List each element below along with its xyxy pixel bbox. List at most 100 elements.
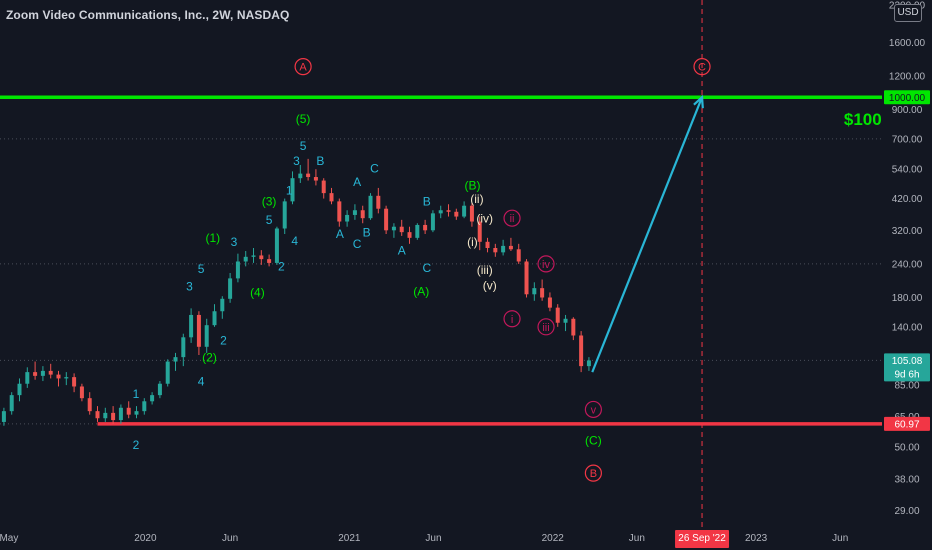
candle-body: [540, 288, 545, 298]
candle-body: [423, 224, 428, 231]
wave-label: 1: [133, 387, 140, 401]
time-tick-label: 2022: [542, 533, 565, 544]
candle-body: [196, 314, 201, 347]
candle-body: [462, 205, 467, 217]
projection-arrowhead: [693, 94, 704, 109]
candle-body: [508, 245, 513, 250]
wave-label: (ii): [470, 192, 483, 206]
candle-body: [579, 335, 584, 367]
candle-body: [267, 259, 272, 263]
candle-body: [64, 377, 69, 379]
wave-label: B: [590, 468, 597, 480]
wave-label: B: [423, 195, 431, 209]
wave-label-circle: [584, 400, 602, 419]
candle-body: [501, 245, 506, 253]
candle-body: [72, 377, 77, 387]
wave-label-circle: [503, 310, 521, 328]
price-tick-label: 29.00: [894, 506, 919, 517]
candle-body: [95, 411, 100, 419]
price-tick-label: 1600.00: [889, 38, 926, 49]
candle-body: [9, 395, 14, 412]
wave-label-circle: [503, 209, 521, 227]
wave-label: (iv): [476, 211, 493, 225]
candle-body: [126, 407, 131, 415]
candle-body: [274, 228, 279, 263]
candle-body: [563, 318, 568, 323]
level-lines: [0, 0, 882, 528]
wave-label-circle: [537, 318, 555, 336]
candle-body: [165, 361, 170, 384]
candle-body: [516, 249, 521, 262]
symbol-title[interactable]: Zoom Video Communications, Inc., 2W, NAS…: [6, 8, 290, 22]
candle-body: [477, 221, 482, 242]
wave-label: B: [363, 225, 371, 239]
time-tick-label: 2021: [338, 533, 361, 544]
candle-body: [142, 401, 147, 412]
wave-label-circle: [693, 58, 711, 76]
candle-body: [586, 360, 591, 367]
candle-body: [282, 201, 287, 229]
candle-body: [181, 337, 186, 358]
wave-label: 1: [286, 184, 293, 198]
candle-body: [150, 395, 155, 402]
candle-body: [399, 226, 404, 233]
candle-body: [56, 374, 61, 379]
wave-label: A: [398, 243, 406, 257]
candle-body: [454, 211, 459, 217]
wave-label: iv: [542, 259, 550, 271]
price-tick-label: 320.00: [892, 226, 923, 237]
wave-label: C: [353, 237, 362, 251]
price-tick-label: 50.00: [894, 443, 919, 454]
wave-label: 4: [291, 234, 298, 248]
candle-body: [446, 210, 451, 212]
wave-label: i: [511, 314, 513, 326]
price-tick-label: 85.00: [894, 381, 919, 392]
wave-label: (A): [413, 284, 429, 298]
target-price-tag-bg: [884, 90, 930, 105]
candle-body: [17, 383, 22, 396]
candle-body: [345, 214, 350, 222]
candle-body: [220, 298, 225, 312]
projection-layer: [591, 94, 704, 373]
candle-body: [360, 210, 365, 219]
time-tick-label: 2023: [745, 533, 768, 544]
wave-label: C: [422, 261, 431, 275]
candle-body: [243, 256, 248, 262]
wave-label: B: [316, 154, 324, 168]
candle-body: [352, 210, 357, 215]
wave-label: 2: [278, 260, 285, 274]
price-axis-panel: [882, 0, 932, 550]
wave-label: 5: [300, 139, 307, 153]
candle-body: [306, 173, 311, 178]
wave-label: 3: [231, 235, 238, 249]
wave-label: 2: [220, 333, 227, 347]
wave-label: (v): [483, 278, 497, 292]
time-tick-label: 2020: [134, 533, 157, 544]
candle-body: [212, 311, 217, 326]
candle-body: [313, 177, 318, 181]
candle-body: [376, 195, 381, 209]
candle-body: [33, 372, 38, 376]
candle-body: [469, 205, 474, 222]
time-tick-label: May: [0, 533, 18, 544]
currency-button[interactable]: USD: [894, 4, 922, 22]
current-price-tag: 105.08: [892, 356, 923, 367]
candle-body: [571, 318, 576, 336]
wave-label: A: [353, 175, 361, 189]
candle-body: [111, 412, 116, 421]
candle-body: [251, 255, 256, 257]
candle-body: [228, 278, 233, 299]
candle-body: [407, 232, 412, 238]
candle-body: [118, 407, 123, 421]
wave-label: iii: [542, 322, 549, 334]
wave-label: 5: [266, 213, 273, 227]
wave-label: 2: [133, 438, 140, 452]
candle-body: [329, 193, 334, 202]
support-price-tag: 60.97: [894, 419, 919, 430]
candle-body: [173, 357, 178, 362]
wave-label: (B): [464, 179, 480, 193]
wave-label: A: [299, 62, 307, 74]
